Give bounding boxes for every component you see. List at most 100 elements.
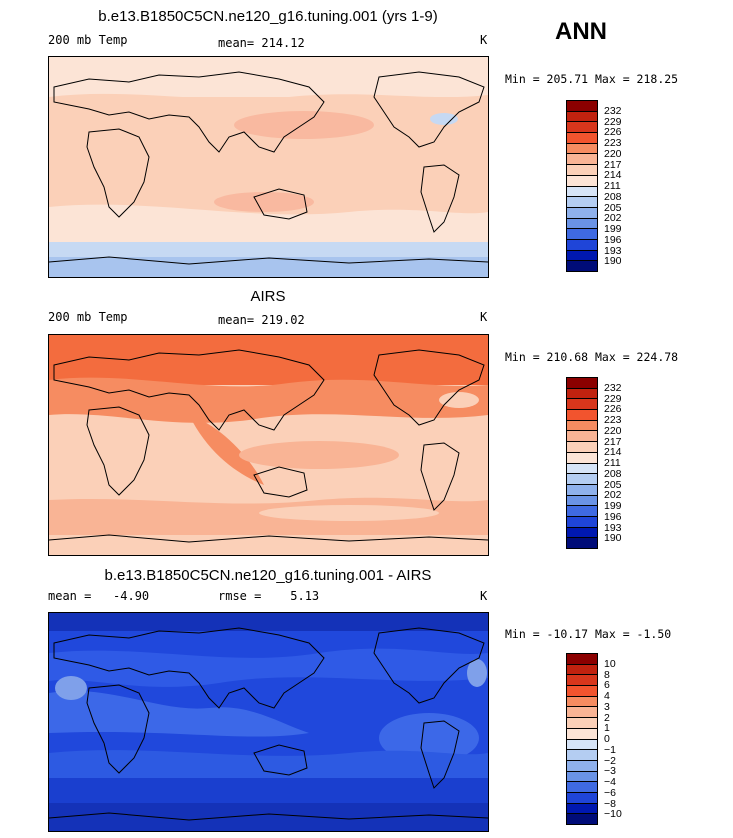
colorbar-swatch bbox=[567, 410, 597, 421]
colorbar-label: 229 bbox=[604, 392, 622, 405]
colorbar-swatch bbox=[567, 739, 597, 751]
panel-2-map bbox=[48, 334, 489, 556]
panel-3-unit: K bbox=[480, 589, 488, 603]
colorbar-swatch bbox=[567, 516, 597, 528]
panel-3-rmse-label: rmse = 5.13 bbox=[218, 589, 320, 603]
colorbar-swatch bbox=[567, 814, 597, 824]
panel-3-colorbar-swatches bbox=[566, 653, 598, 825]
panel-2-colorbar-swatches bbox=[566, 377, 598, 549]
colorbar-swatch bbox=[567, 782, 597, 793]
panel-2-colorbar: 232 229 226 223 220 217 214 211 208 205 202 199 196 1… bbox=[566, 377, 638, 549]
coastline bbox=[86, 684, 150, 774]
colorbar-label: 199 bbox=[604, 500, 622, 512]
panel-3-colorbar-labels: 10 8 6 4 3 2 1 0 −1 −2 −3 −4 −6 −8 −10 bbox=[598, 653, 638, 825]
colorbar-swatch bbox=[567, 750, 597, 761]
panel-1-mean-label: mean= 214.12 bbox=[218, 36, 305, 50]
panel-1-variable-label: 200 mb Temp bbox=[48, 33, 128, 47]
colorbar-label: −6 bbox=[604, 786, 616, 799]
colorbar-label: 10 bbox=[604, 657, 616, 670]
colorbar-swatch bbox=[567, 388, 597, 400]
colorbar-swatch bbox=[567, 197, 597, 208]
colorbar-swatch bbox=[567, 696, 597, 708]
colorbar-label: 196 bbox=[604, 510, 622, 523]
panel-2-mean-label: mean= 219.02 bbox=[218, 313, 305, 327]
coastline bbox=[53, 627, 325, 709]
colorbar-swatch bbox=[567, 250, 597, 262]
colorbar-label: 214 bbox=[604, 446, 622, 459]
colorbar-label: 6 bbox=[604, 679, 610, 692]
colorbar-swatch bbox=[567, 452, 597, 464]
coastline bbox=[420, 164, 460, 233]
panel-1-map-svg bbox=[49, 57, 488, 277]
panel-2-variable-label: 200 mb Temp bbox=[48, 310, 128, 324]
colorbar-label: 211 bbox=[604, 457, 621, 469]
colorbar-swatch bbox=[567, 239, 597, 251]
colorbar-swatch bbox=[567, 803, 597, 815]
colorbar-label: 190 bbox=[604, 255, 622, 268]
colorbar-swatch bbox=[567, 707, 597, 719]
colorbar-label: 208 bbox=[604, 467, 622, 480]
panel-3-mean-label: mean = -4.90 bbox=[48, 589, 150, 603]
colorbar-label: −10 bbox=[604, 808, 622, 821]
coastline bbox=[53, 71, 325, 153]
colorbar-swatch bbox=[567, 207, 597, 219]
colorbar-label: 223 bbox=[604, 414, 622, 426]
colorbar-label: 217 bbox=[604, 435, 622, 448]
colorbar-label: 0 bbox=[604, 733, 610, 745]
colorbar-label: −2 bbox=[604, 754, 616, 767]
coastline bbox=[86, 128, 150, 218]
colorbar-label: 226 bbox=[604, 126, 622, 139]
panel-3-colorbar: 10 8 6 4 3 2 1 0 −1 −2 −3 −4 −6 −8 −10 bbox=[566, 653, 638, 825]
colorbar-label: 193 bbox=[604, 244, 622, 257]
panel-2-minmax: Min = 210.68 Max = 224.78 bbox=[505, 350, 679, 364]
panel-1-colorbar-labels: 232 229 226 223 220 217 214 211 208 205 202 199 196 1… bbox=[598, 100, 638, 272]
colorbar-swatch bbox=[567, 378, 597, 389]
colorbar-label: 211 bbox=[604, 180, 621, 192]
colorbar-swatch bbox=[567, 186, 597, 198]
colorbar-swatch bbox=[567, 463, 597, 475]
panel-3-minmax: Min = -10.17 Max = -1.50 bbox=[505, 627, 672, 641]
colorbar-swatch bbox=[567, 527, 597, 539]
panel-2-unit: K bbox=[480, 310, 488, 324]
season-label: ANN bbox=[555, 18, 607, 45]
colorbar-label: 8 bbox=[604, 668, 610, 681]
colorbar-swatch bbox=[567, 474, 597, 485]
panel-2-map-svg bbox=[49, 335, 488, 555]
colorbar-label: 214 bbox=[604, 169, 622, 182]
coastline bbox=[420, 442, 460, 511]
colorbar-swatch bbox=[567, 664, 597, 676]
colorbar-swatch bbox=[567, 718, 597, 729]
panel-2-title: AIRS bbox=[250, 288, 286, 305]
colorbar-swatch bbox=[567, 111, 597, 123]
colorbar-label: 217 bbox=[604, 158, 622, 171]
coastline bbox=[253, 744, 308, 776]
panel-1-map bbox=[48, 56, 489, 278]
colorbar-swatch bbox=[567, 175, 597, 187]
colorbar-swatch bbox=[567, 654, 597, 665]
colorbar-label: 208 bbox=[604, 190, 622, 203]
coastline bbox=[373, 71, 485, 148]
colorbar-label: 223 bbox=[604, 137, 622, 149]
colorbar-label: 232 bbox=[604, 381, 622, 394]
colorbar-label: 1 bbox=[604, 722, 610, 735]
colorbar-label: 3 bbox=[604, 700, 610, 713]
panel-1-minmax: Min = 205.71 Max = 218.25 bbox=[505, 72, 679, 86]
colorbar-label: 4 bbox=[604, 690, 610, 702]
colorbar-label: 229 bbox=[604, 115, 622, 128]
panel-3-title: b.e13.B1850C5CN.ne120_g16.tuning.001 - A… bbox=[104, 567, 432, 584]
colorbar-swatch bbox=[567, 122, 597, 134]
colorbar-swatch bbox=[567, 792, 597, 804]
coastline bbox=[253, 466, 308, 498]
colorbar-label: 220 bbox=[604, 147, 622, 160]
colorbar-label: 226 bbox=[604, 403, 622, 416]
colorbar-label: 232 bbox=[604, 104, 622, 117]
colorbar-swatch bbox=[567, 760, 597, 772]
panel-1-title: b.e13.B1850C5CN.ne120_g16.tuning.001 (yr… bbox=[98, 8, 438, 25]
coastline bbox=[49, 256, 488, 265]
colorbar-swatch bbox=[567, 133, 597, 144]
colorbar-swatch bbox=[567, 143, 597, 155]
coastline bbox=[86, 406, 150, 496]
colorbar-swatch bbox=[567, 218, 597, 230]
colorbar-label: 196 bbox=[604, 233, 622, 246]
colorbar-label: −1 bbox=[604, 743, 616, 756]
